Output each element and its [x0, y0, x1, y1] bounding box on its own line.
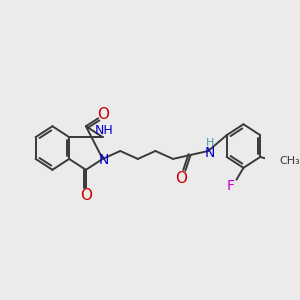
Text: N: N — [98, 153, 109, 167]
Text: N: N — [205, 146, 215, 160]
Text: NH: NH — [95, 124, 114, 137]
Text: O: O — [98, 107, 110, 122]
Text: CH₃: CH₃ — [280, 156, 300, 166]
Text: F: F — [226, 179, 234, 193]
Text: O: O — [175, 171, 187, 186]
Text: O: O — [80, 188, 92, 203]
Text: H: H — [206, 138, 214, 148]
